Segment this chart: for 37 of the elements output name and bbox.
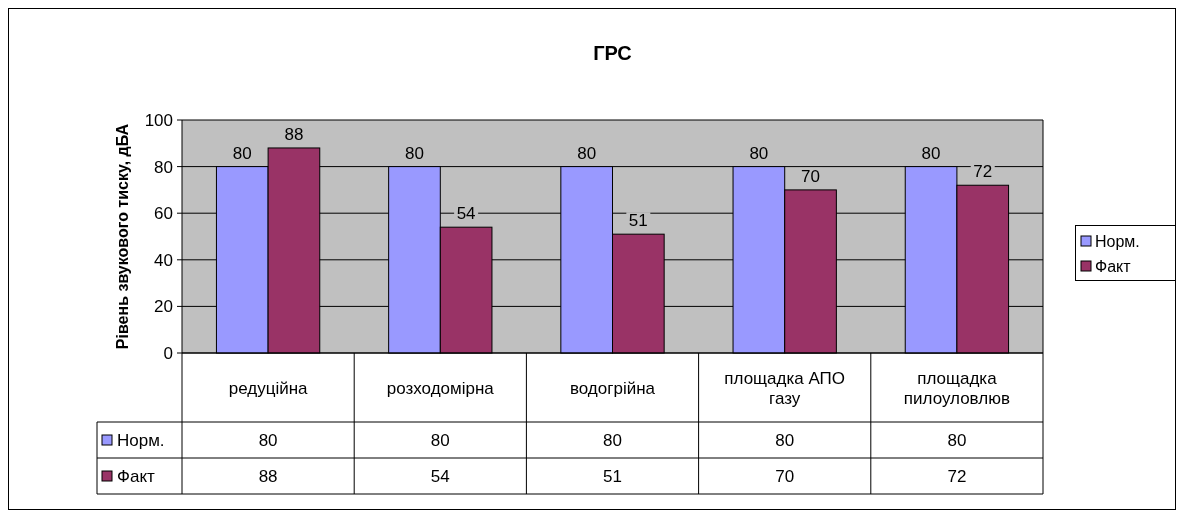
annotation: 80	[577, 143, 597, 163]
y-tick-label: 0	[163, 344, 173, 363]
annotation: 80	[749, 143, 769, 163]
data-label: 54	[430, 467, 450, 486]
x-tick-label: редуційна	[228, 378, 309, 398]
data-label: 80	[947, 431, 967, 450]
annotation: 80	[232, 143, 252, 163]
data-label: 80	[603, 431, 622, 450]
data-label: 72	[947, 467, 967, 486]
x-tick-label: площадка пилоуловлюв	[903, 368, 1010, 408]
annotation: 51	[628, 211, 648, 231]
chart-title: ГРС	[593, 42, 632, 64]
text: Факт	[117, 467, 155, 486]
legend-label: Факт	[1095, 258, 1132, 275]
data-label: 80	[775, 431, 795, 450]
x-tick-label: водогрійна	[569, 378, 656, 398]
data-label: 51	[603, 467, 622, 486]
data-label: 70	[775, 467, 795, 486]
y-tick-label: 60	[154, 204, 173, 224]
data-label: 88	[258, 467, 278, 486]
y-axis-title: Рівень звукового тиску, дБА	[114, 123, 131, 350]
data-label: 80	[258, 431, 278, 450]
annotation: 72	[973, 162, 993, 182]
annotation: 54	[456, 204, 476, 224]
y-tick-label: 100	[144, 111, 173, 130]
annotation: 88	[284, 124, 304, 144]
y-tick-label: 20	[154, 297, 173, 317]
legend-label: Норм.	[117, 431, 165, 450]
text: Норм.	[1095, 233, 1140, 250]
y-tick-label: 80	[154, 157, 173, 177]
y-tick-label: 40	[154, 250, 173, 270]
annotation: 80	[405, 143, 424, 163]
x-tick-label: розходомірна	[386, 378, 495, 398]
x-tick-label: площадка АПО газу	[724, 368, 846, 408]
annotation: 80	[921, 143, 941, 163]
annotation: 70	[801, 166, 820, 186]
data-label: 80	[430, 431, 450, 450]
